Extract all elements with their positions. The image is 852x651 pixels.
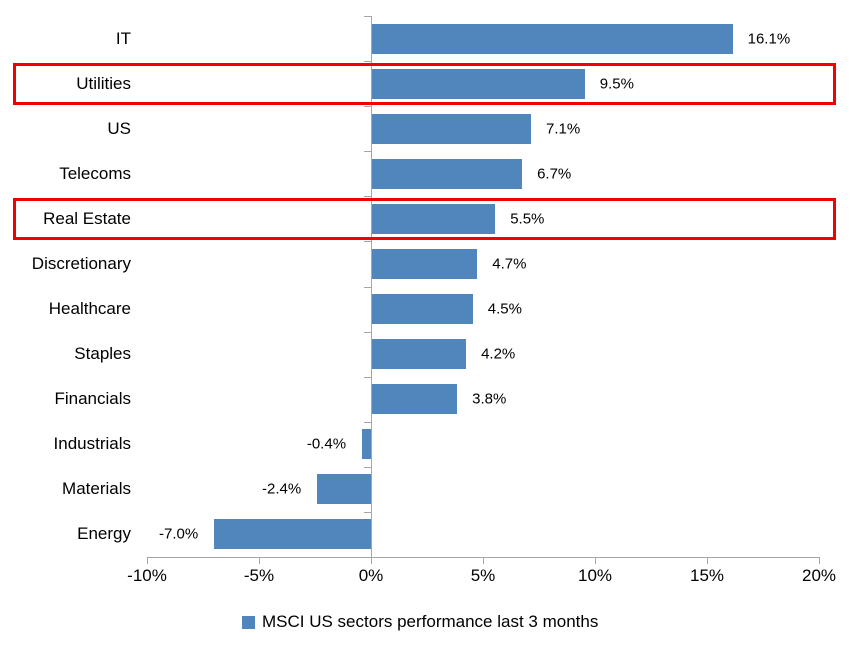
y-axis-tick bbox=[364, 466, 371, 468]
value-label: 7.1% bbox=[546, 120, 581, 138]
value-label: 16.1% bbox=[747, 30, 791, 48]
value-label: 4.2% bbox=[481, 345, 516, 363]
bar bbox=[372, 158, 523, 189]
y-axis-tick bbox=[364, 286, 371, 288]
category-label: Energy bbox=[77, 524, 131, 544]
category-label: Industrials bbox=[53, 434, 131, 454]
value-label: -2.4% bbox=[262, 480, 302, 498]
x-tick-label: 0% bbox=[358, 566, 384, 585]
bar bbox=[372, 68, 585, 99]
y-axis-tick bbox=[364, 421, 371, 423]
category-label: Real Estate bbox=[43, 208, 131, 228]
category-label: Discretionary bbox=[31, 253, 131, 273]
x-tick-label: 5% bbox=[470, 566, 496, 585]
y-axis-tick bbox=[364, 331, 371, 333]
category-label: IT bbox=[115, 28, 131, 48]
value-label: 9.5% bbox=[599, 75, 634, 93]
bar bbox=[362, 429, 371, 460]
bar bbox=[372, 248, 478, 279]
y-axis-tick bbox=[364, 196, 371, 198]
x-axis-tick bbox=[371, 557, 372, 564]
highlight-box bbox=[13, 197, 836, 240]
category-label: Financials bbox=[54, 389, 131, 409]
value-label: 4.5% bbox=[487, 300, 522, 318]
value-label: 4.7% bbox=[492, 255, 527, 273]
legend: MSCI US sectors performance last 3 month… bbox=[242, 612, 598, 632]
value-label: -0.4% bbox=[306, 435, 347, 453]
bar bbox=[317, 474, 371, 505]
bar bbox=[214, 519, 371, 550]
value-label: 3.8% bbox=[472, 390, 507, 408]
x-tick-label: 20% bbox=[801, 566, 837, 585]
y-axis-tick bbox=[364, 16, 371, 17]
y-axis-tick bbox=[364, 511, 371, 513]
bar bbox=[372, 23, 733, 54]
x-tick-label: 15% bbox=[689, 566, 725, 585]
legend-label: MSCI US sectors performance last 3 month… bbox=[262, 612, 599, 631]
y-axis-line bbox=[371, 16, 372, 557]
category-label: Staples bbox=[74, 344, 131, 364]
category-label: Materials bbox=[62, 479, 131, 499]
x-axis-tick bbox=[819, 557, 820, 564]
y-axis-tick bbox=[364, 376, 371, 378]
bar bbox=[372, 113, 532, 144]
category-label: US bbox=[107, 118, 131, 138]
x-tick-label: -5% bbox=[243, 566, 275, 585]
bar bbox=[372, 294, 473, 325]
category-label: Telecoms bbox=[59, 163, 131, 183]
bar bbox=[372, 384, 458, 415]
highlight-box bbox=[13, 62, 836, 105]
y-axis-tick bbox=[364, 106, 371, 108]
value-label: -7.0% bbox=[159, 525, 199, 543]
x-tick-label: -10% bbox=[127, 566, 167, 585]
value-label: 5.5% bbox=[510, 210, 545, 228]
x-axis-tick bbox=[147, 557, 148, 564]
y-axis-tick bbox=[364, 151, 371, 153]
value-label: 6.7% bbox=[537, 165, 572, 183]
bar bbox=[372, 203, 496, 234]
x-axis-tick bbox=[707, 557, 708, 564]
y-axis-tick bbox=[364, 61, 371, 63]
legend-marker-icon bbox=[242, 615, 255, 629]
x-axis-tick bbox=[259, 557, 260, 564]
x-tick-label: 10% bbox=[577, 566, 613, 585]
x-axis-tick bbox=[483, 557, 484, 564]
category-label: Utilities bbox=[76, 73, 131, 93]
x-axis-tick bbox=[595, 557, 596, 564]
category-label: Healthcare bbox=[48, 299, 131, 319]
bar bbox=[372, 339, 467, 370]
y-axis-tick bbox=[364, 241, 371, 243]
